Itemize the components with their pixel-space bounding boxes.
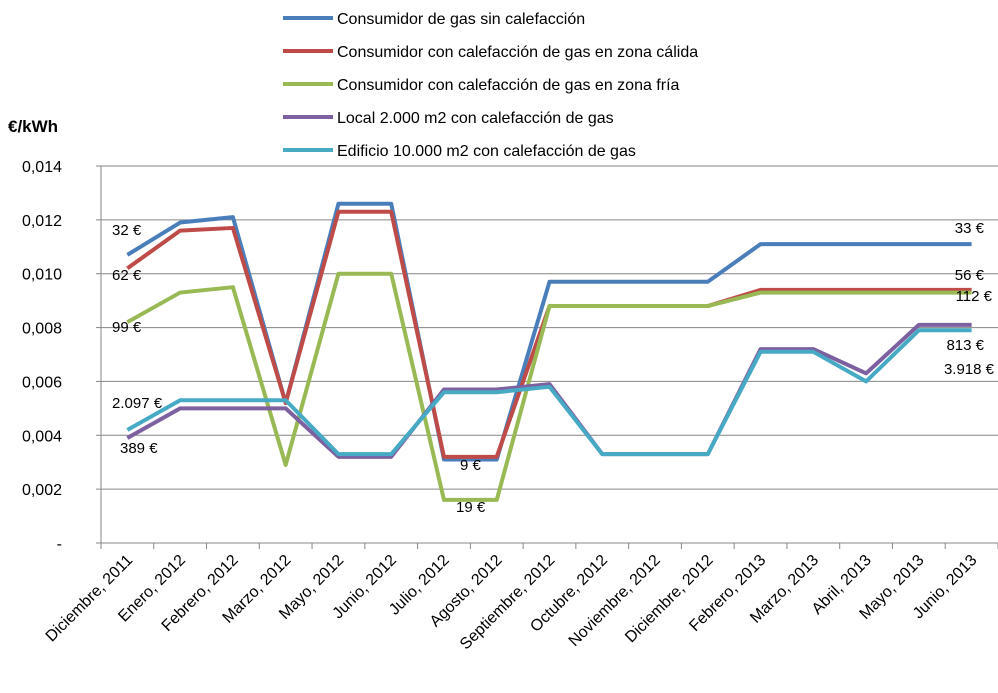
x-tick-label: Septiembre, 2012 [457,552,558,653]
y-tick-label: - [57,536,62,553]
y-tick-label: 0,006 [22,374,62,391]
legend-label: Edificio 10.000 m2 con calefacción de ga… [337,143,636,160]
y-tick-label: 0,008 [22,321,62,338]
annotation: 112 € [956,288,993,305]
annotation: 3.918 € [944,361,995,378]
y-tick-label: 0,002 [22,482,62,499]
legend-label: Consumidor con calefacción de gas en zon… [337,44,698,61]
legend-label: Consumidor de gas sin calefacción [337,11,585,28]
x-tick-label: Diciembre, 2011 [43,552,137,646]
annotation: 33 € [955,220,985,237]
annotation: 9 € [460,457,482,474]
annotation: 62 € [112,267,142,284]
annotation: 2.097 € [112,395,163,412]
annotation: 99 € [112,319,142,336]
x-tick-label: Noviembre, 2012 [566,552,664,650]
series-line [126,322,972,459]
annotation: 389 € [120,440,158,457]
annotation: 19 € [456,499,486,516]
y-axis-label: €/kWh [8,117,58,136]
annotation: 56 € [955,267,985,284]
y-tick-label: 0,010 [22,267,62,284]
annotation: 813 € [946,337,984,354]
series-line [126,328,972,457]
legend-label: Local 2.000 m2 con calefacción de gas [337,110,614,127]
y-tick-label: 0,014 [22,159,62,176]
y-tick-label: 0,012 [22,213,62,230]
series-line [126,271,972,502]
series-line [126,209,972,459]
legend-label: Consumidor con calefacción de gas en zon… [337,77,680,94]
annotation: 32 € [112,222,142,239]
y-tick-label: 0,004 [22,428,62,445]
series-line [126,201,972,462]
